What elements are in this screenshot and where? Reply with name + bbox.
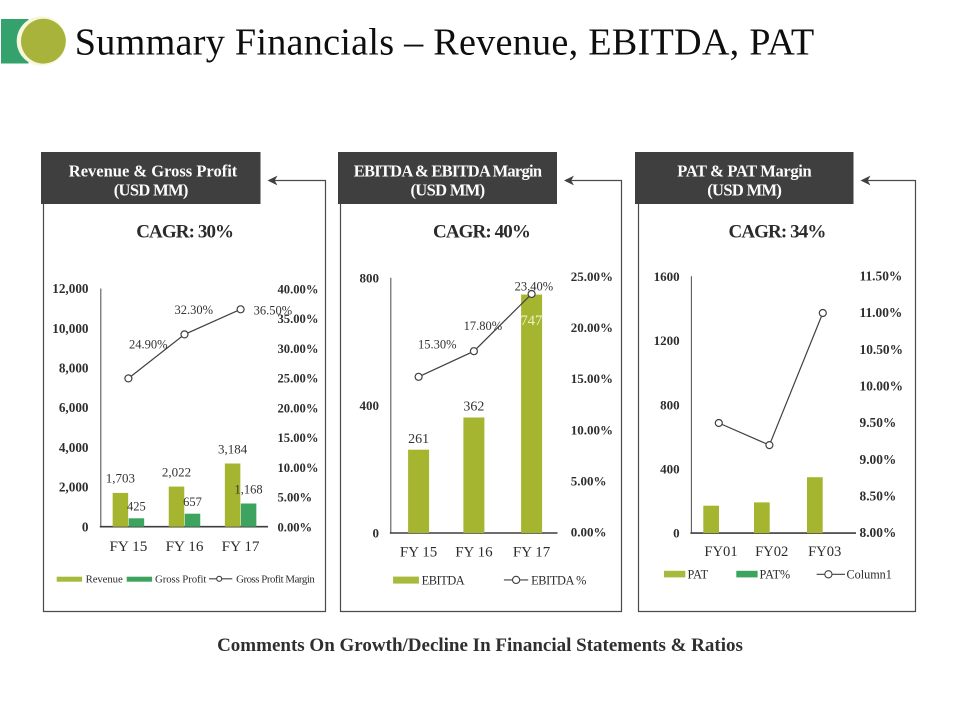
svg-text:3,184: 3,184 [218,441,248,456]
svg-text:(USD MM): (USD MM) [707,180,781,199]
svg-text:PAT%: PAT% [760,568,791,582]
svg-text:8.00%: 8.00% [860,525,897,540]
svg-text:17.80%: 17.80% [464,319,503,333]
svg-text:EBITDA & EBITDA Margin: EBITDA & EBITDA Margin [354,161,542,180]
svg-text:Summary Financials – Revenue,: Summary Financials – Revenue, EBITDA, PA… [75,22,815,64]
svg-text:36.50%: 36.50% [254,304,293,318]
svg-text:0.00%: 0.00% [571,524,607,539]
svg-text:CAGR: 34%: CAGR: 34% [729,222,826,243]
svg-text:5.00%: 5.00% [571,473,607,488]
svg-text:11.50%: 11.50% [860,268,903,283]
svg-text:15.00%: 15.00% [571,371,613,386]
svg-text:24.90%: 24.90% [129,338,168,352]
svg-text:0: 0 [673,526,680,541]
svg-text:(USD MM): (USD MM) [410,180,484,199]
svg-text:1600: 1600 [654,269,680,284]
svg-text:PAT: PAT [688,568,709,582]
svg-text:Gross Profit Margin: Gross Profit Margin [236,574,315,586]
svg-text:4,000: 4,000 [59,440,89,455]
svg-text:9.00%: 9.00% [860,452,897,467]
svg-text:CAGR: 40%: CAGR: 40% [433,222,530,243]
svg-text:5.00%: 5.00% [278,491,313,505]
svg-text:2,000: 2,000 [59,480,89,495]
svg-text:Gross Profit: Gross Profit [155,574,206,586]
svg-text:0: 0 [373,526,380,541]
svg-text:20.00%: 20.00% [571,320,613,335]
svg-text:400: 400 [660,462,680,477]
svg-text:362: 362 [463,399,484,414]
svg-text:20.00%: 20.00% [278,401,319,415]
svg-text:8,000: 8,000 [59,361,89,376]
svg-text:0: 0 [82,519,89,534]
svg-text:747: 747 [521,313,543,329]
svg-text:EBITDA: EBITDA [422,574,465,588]
svg-text:0.00%: 0.00% [278,521,313,535]
svg-text:FY 17: FY 17 [222,538,260,555]
svg-text:35.00%: 35.00% [278,312,319,326]
svg-text:15.00%: 15.00% [278,431,319,445]
svg-text:PAT & PAT Margin: PAT & PAT Margin [677,161,811,180]
svg-text:2,022: 2,022 [162,464,191,479]
svg-text:15.30%: 15.30% [418,337,457,351]
svg-text:FY01: FY01 [704,544,737,560]
svg-text:Comments On Growth/Decline In: Comments On Growth/Decline In Financial … [217,635,743,656]
svg-text:657: 657 [183,495,202,509]
svg-text:800: 800 [360,270,380,285]
svg-text:CAGR: 30%: CAGR: 30% [136,222,233,243]
svg-text:23.40%: 23.40% [515,280,554,294]
svg-text:10.50%: 10.50% [860,342,904,357]
svg-text:10.00%: 10.00% [571,422,613,437]
svg-text:FY 17: FY 17 [513,545,551,561]
svg-text:1,703: 1,703 [106,471,135,486]
svg-text:6,000: 6,000 [59,400,89,415]
svg-text:FY02: FY02 [755,544,788,560]
svg-text:FY 15: FY 15 [109,538,147,555]
svg-text:400: 400 [360,398,380,413]
svg-text:25.00%: 25.00% [571,269,613,284]
svg-text:FY 16: FY 16 [455,545,493,561]
svg-text:425: 425 [127,499,146,513]
svg-text:8.50%: 8.50% [860,489,897,504]
svg-text:1200: 1200 [654,333,680,348]
svg-text:30.00%: 30.00% [278,342,319,356]
svg-text:12,000: 12,000 [52,281,89,296]
svg-text:10,000: 10,000 [52,321,89,336]
svg-text:800: 800 [660,397,680,412]
svg-text:FY 16: FY 16 [166,538,204,555]
svg-text:Revenue & Gross Profit: Revenue & Gross Profit [69,161,238,180]
svg-text:Revenue: Revenue [86,574,123,586]
svg-text:9.50%: 9.50% [860,415,897,430]
svg-text:10.00%: 10.00% [860,378,904,393]
svg-text:Column1: Column1 [847,568,892,582]
svg-text:25.00%: 25.00% [278,372,319,386]
svg-text:FY 15: FY 15 [400,545,437,561]
svg-text:261: 261 [408,432,429,447]
svg-text:11.00%: 11.00% [860,305,903,320]
svg-text:FY03: FY03 [808,544,841,560]
svg-text:40.00%: 40.00% [278,282,319,296]
svg-text:32.30%: 32.30% [175,303,214,317]
svg-text:(USD MM): (USD MM) [114,180,188,199]
svg-text:1,168: 1,168 [235,482,263,496]
svg-text:10.00%: 10.00% [278,461,319,475]
svg-text:EBITDA %: EBITDA % [531,574,586,588]
